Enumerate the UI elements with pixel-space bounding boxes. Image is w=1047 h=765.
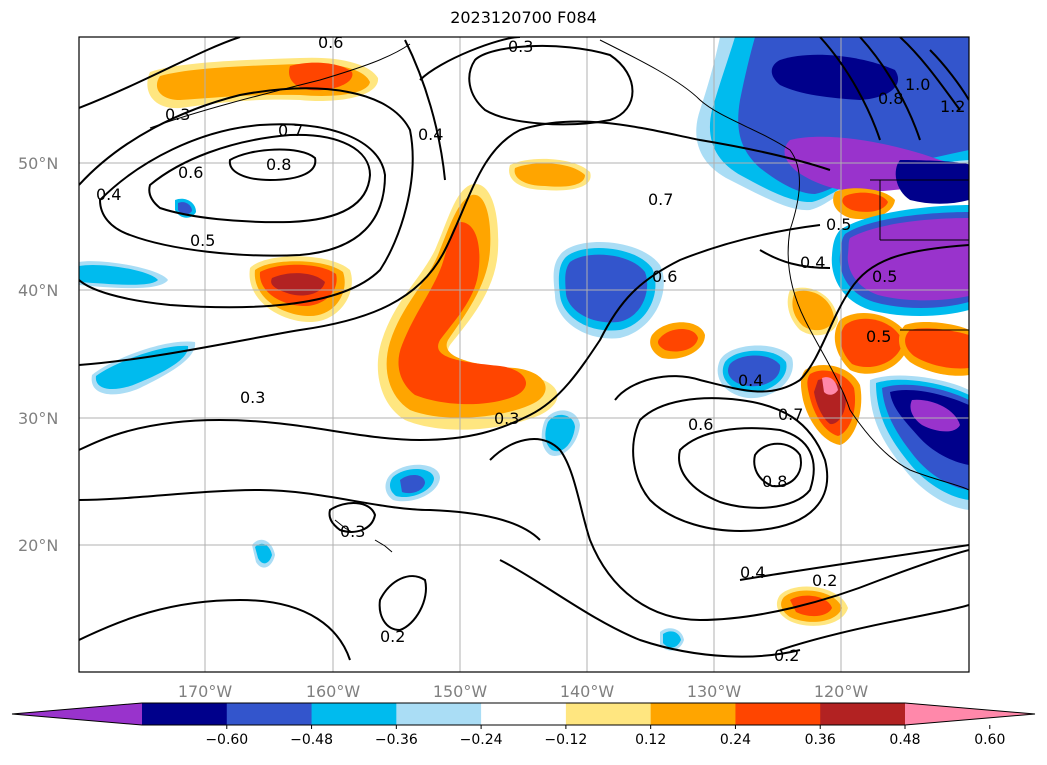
colorbar-tick-label: 0.60 bbox=[974, 732, 1005, 748]
contour-label: 0.5 bbox=[826, 215, 851, 234]
contour-label: 0.3 bbox=[165, 105, 190, 124]
coastlines bbox=[149, 39, 969, 553]
contour-label: 0.4 bbox=[740, 563, 765, 582]
contour-lines bbox=[79, 37, 969, 661]
contour-label-group: 0.6 0.3 0.3 0.7 0.8 0.6 0.4 0.5 0.4 0.7 … bbox=[96, 33, 965, 665]
plot-frame bbox=[78, 36, 970, 673]
contour-label: 0.6 bbox=[178, 163, 203, 182]
contour-label: 0.3 bbox=[240, 388, 265, 407]
colorbar-tick-label: −0.48 bbox=[290, 732, 333, 748]
colorbar-segment bbox=[226, 703, 313, 725]
colorbar-segment bbox=[396, 703, 482, 725]
lat-labels: 50°N 40°N 30°N 20°N bbox=[18, 154, 58, 555]
lon-tick-label: 120°W bbox=[814, 682, 869, 701]
colorbar-segment bbox=[142, 703, 228, 725]
colorbar-tick-label: −0.24 bbox=[460, 732, 503, 748]
colorbar-tick-label: 0.12 bbox=[635, 732, 666, 748]
colorbar-segment bbox=[735, 703, 821, 725]
colorbar-tick-label: 0.24 bbox=[720, 732, 751, 748]
contour-label: 0.3 bbox=[494, 409, 519, 428]
lat-tick-label: 20°N bbox=[18, 536, 58, 555]
contour-label: 0.8 bbox=[762, 472, 787, 491]
contour-label: 0.7 bbox=[278, 121, 303, 140]
contour-label: 1.0 bbox=[905, 75, 930, 94]
contour-label: 0.4 bbox=[418, 125, 443, 144]
contour-label: 0.5 bbox=[190, 231, 215, 250]
contour-label: 0.3 bbox=[340, 522, 365, 541]
colorbar-tick-label: −0.36 bbox=[375, 732, 418, 748]
contour-label: 0.6 bbox=[318, 33, 343, 52]
contour-label: 0.7 bbox=[648, 190, 673, 209]
contour-label: 0.8 bbox=[266, 155, 291, 174]
contour-label: 0.8 bbox=[878, 89, 903, 108]
lon-tick-label: 140°W bbox=[560, 682, 615, 701]
contour-label: 0.5 bbox=[872, 267, 897, 286]
contour-label: 0.4 bbox=[96, 185, 121, 204]
colorbar-segment bbox=[650, 703, 736, 725]
lon-tick-label: 130°W bbox=[687, 682, 742, 701]
colorbar-segment bbox=[481, 703, 567, 725]
colorbar: −0.60 −0.48 −0.36 −0.24 −0.12 0.12 0.24 0.36 0.4… bbox=[11, 702, 1036, 748]
colorbar-tick-label: 0.48 bbox=[889, 732, 920, 748]
colorbar-segment bbox=[905, 703, 1035, 725]
lon-tick-label: 160°W bbox=[306, 682, 361, 701]
contour-label: 0.4 bbox=[800, 253, 825, 272]
colorbar-tick-label: −0.12 bbox=[544, 732, 587, 748]
contour-label: 0.2 bbox=[380, 627, 405, 646]
lon-labels: 170°W 160°W 150°W 140°W 130°W 120°W bbox=[178, 682, 869, 701]
contour-label: 0.6 bbox=[688, 415, 713, 434]
map-title: 2023120700 F084 bbox=[450, 8, 597, 27]
contour-label: 1.2 bbox=[940, 97, 965, 116]
contour-label: 0.4 bbox=[738, 371, 763, 390]
contour-label: 0.7 bbox=[778, 405, 803, 424]
colorbar-segment bbox=[311, 703, 397, 725]
colorbar-segment bbox=[820, 703, 906, 725]
lat-tick-label: 50°N bbox=[18, 154, 58, 173]
lon-tick-label: 170°W bbox=[178, 682, 233, 701]
contour-label: 0.3 bbox=[508, 37, 533, 56]
colorbar-tick-label: 0.36 bbox=[805, 732, 836, 748]
colorbar-segment bbox=[565, 703, 652, 725]
contour-label: 0.5 bbox=[866, 327, 891, 346]
lon-tick-label: 150°W bbox=[433, 682, 488, 701]
lat-tick-label: 30°N bbox=[18, 409, 58, 428]
contour-label: 0.6 bbox=[652, 267, 677, 286]
colorbar-outline bbox=[11, 702, 1036, 726]
contour-label: 0.2 bbox=[774, 646, 799, 665]
colorbar-segment bbox=[12, 703, 142, 725]
lat-tick-label: 40°N bbox=[18, 281, 58, 300]
colorbar-tick-label: −0.60 bbox=[205, 732, 248, 748]
contour-label: 0.2 bbox=[812, 571, 837, 590]
